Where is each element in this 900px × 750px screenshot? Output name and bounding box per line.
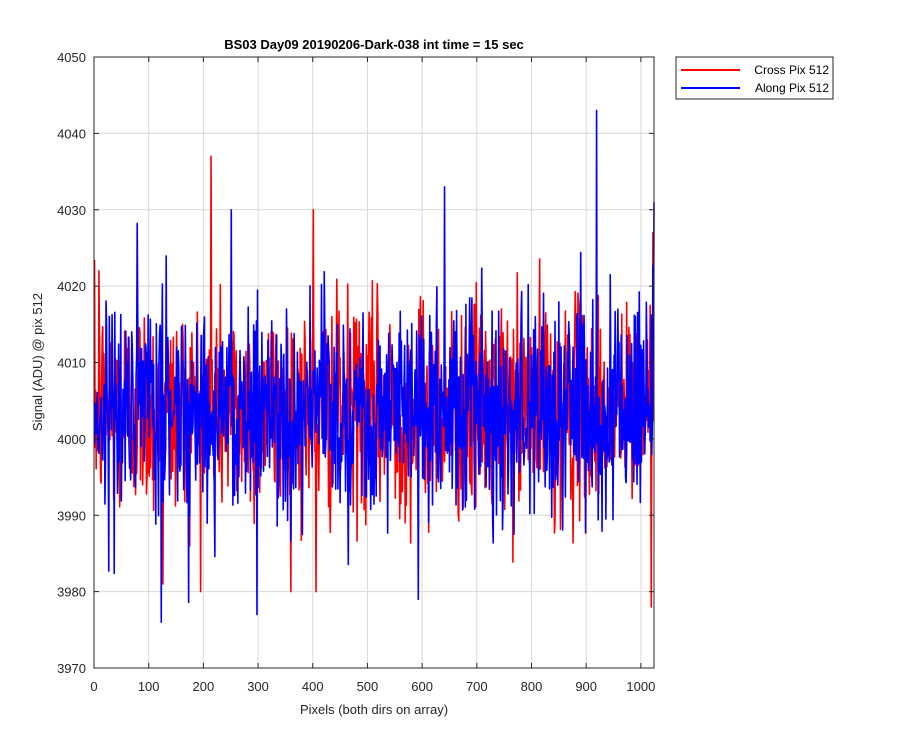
x-tick-label: 500 bbox=[357, 679, 379, 694]
series-layer bbox=[93, 109, 655, 623]
legend: Cross Pix 512 Along Pix 512 bbox=[675, 56, 834, 100]
x-tick-label: 200 bbox=[193, 679, 215, 694]
y-tick-label: 3970 bbox=[57, 661, 86, 676]
y-tick-label: 3980 bbox=[57, 585, 86, 600]
x-tick-label: 800 bbox=[521, 679, 543, 694]
y-tick-label: 4020 bbox=[57, 279, 86, 294]
y-tick-label: 4000 bbox=[57, 432, 86, 447]
y-tick-label: 4050 bbox=[57, 50, 86, 65]
ticks: 0 100 200 300 400 500 600 700 800 900 1000 3970 3980… bbox=[57, 50, 655, 694]
x-tick-label: 400 bbox=[302, 679, 324, 694]
x-tick-label: 600 bbox=[411, 679, 433, 694]
y-tick-label: 4030 bbox=[57, 203, 86, 218]
y-tick-label: 4040 bbox=[57, 126, 86, 141]
x-tick-label: 100 bbox=[138, 679, 160, 694]
x-axis-label: Pixels (both dirs on array) bbox=[300, 702, 448, 717]
legend-label-cross: Cross Pix 512 bbox=[754, 63, 829, 77]
y-tick-label: 4010 bbox=[57, 356, 86, 371]
legend-label-along: Along Pix 512 bbox=[755, 81, 829, 95]
y-tick-label: 3990 bbox=[57, 508, 86, 523]
x-tick-label: 0 bbox=[90, 679, 97, 694]
x-tick-label: 1000 bbox=[626, 679, 655, 694]
series-line-1 bbox=[93, 109, 655, 623]
legend-box bbox=[675, 56, 834, 100]
x-tick-label: 700 bbox=[466, 679, 488, 694]
chart-title: BS03 Day09 20190206-Dark-038 int time = … bbox=[224, 37, 524, 52]
x-tick-label: 300 bbox=[247, 679, 269, 694]
x-tick-label: 900 bbox=[575, 679, 597, 694]
y-axis-label: Signal (ADU) @ pix 512 bbox=[30, 293, 45, 431]
